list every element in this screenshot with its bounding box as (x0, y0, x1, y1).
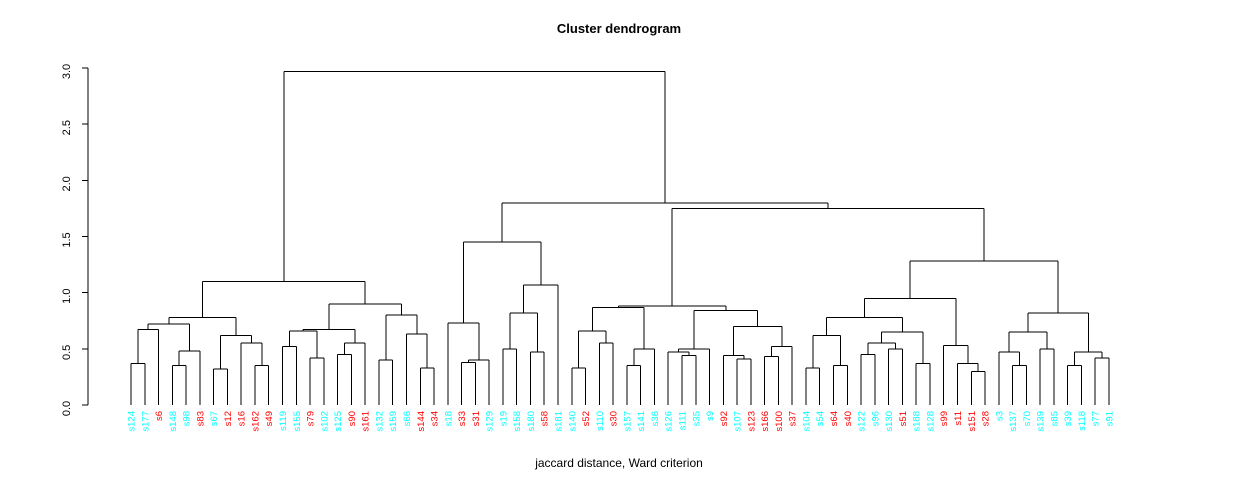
leaf-label: s64 (829, 411, 840, 426)
leaf-label: s54 (815, 411, 826, 426)
leaf-label: s148 (168, 411, 179, 432)
leaf-label: s157 (622, 411, 633, 432)
leaf-label: s18 (443, 411, 454, 426)
leaf-label: s6 (154, 411, 165, 421)
leaf-label: s92 (719, 411, 730, 426)
leaf-label: s33 (457, 411, 468, 426)
leaf-label: s128 (925, 411, 936, 432)
leaf-label: s35 (691, 411, 702, 426)
leaf-label: s144 (416, 411, 427, 432)
leaf-label: s66 (402, 411, 413, 426)
leaf-label: s96 (870, 411, 881, 426)
leaf-label: s151 (967, 411, 978, 432)
leaf-label: s85 (1049, 411, 1060, 426)
leaf-label: s137 (1008, 411, 1019, 432)
y-tick-label: 2.5 (61, 120, 73, 135)
leaf-label: s123 (746, 411, 757, 432)
leaf-label: s11 (953, 411, 964, 426)
leaf-label: s28 (981, 411, 992, 426)
leaf-label: s122 (857, 411, 868, 432)
leaf-label: s30 (609, 411, 620, 426)
leaf-label: s140 (567, 411, 578, 432)
y-tick-label: 1.5 (61, 232, 73, 247)
leaf-label: s90 (347, 411, 358, 426)
leaf-label: s31 (471, 411, 482, 426)
leaf-label: s162 (250, 411, 261, 432)
leaf-label: s126 (664, 411, 675, 432)
leaf-label: s39 (1063, 411, 1074, 426)
leaf-label: s118 (1077, 411, 1088, 431)
leaf-label: s100 (774, 411, 785, 432)
y-tick-label: 3.0 (61, 64, 73, 79)
leaf-label: s49 (264, 411, 275, 426)
leaf-label: s16 (237, 411, 248, 426)
y-tick-label: 2.0 (61, 176, 73, 191)
leaf-label: s141 (636, 411, 647, 432)
leaf-label: s70 (1022, 411, 1033, 426)
leaf-label: s40 (843, 411, 854, 426)
leaf-label: s124 (127, 411, 138, 432)
leaf-label: s83 (195, 411, 206, 426)
leaf-label: s139 (1036, 411, 1047, 432)
leaf-label: s155 (292, 411, 303, 432)
leaf-label: s9 (705, 411, 716, 421)
leaf-label: s36 (650, 411, 661, 426)
leaf-label: s132 (374, 411, 385, 432)
leaf-label: s158 (512, 411, 523, 432)
y-tick-label: 0.5 (61, 345, 73, 360)
leaf-label: s159 (388, 411, 399, 432)
leaf-label: s58 (540, 411, 551, 426)
leaf-label: s188 (912, 411, 923, 432)
leaf-label: s119 (278, 411, 289, 431)
leaf-label: s166 (760, 411, 771, 432)
leaf-label: s110 (595, 411, 606, 431)
leaf-label: s102 (319, 411, 330, 432)
chart-title: Cluster dendrogram (556, 21, 682, 36)
y-tick-label: 0.0 (61, 401, 73, 416)
y-tick-label: 1.0 (61, 289, 73, 304)
leaf-label: s130 (884, 411, 895, 432)
leaf-label: s79 (306, 411, 317, 426)
leaf-label: s181 (554, 411, 565, 432)
x-axis-label: jaccard distance, Ward criterion (535, 456, 703, 470)
leaf-label: s52 (581, 411, 592, 426)
leaf-label: s91 (1105, 411, 1116, 426)
leaf-label: s177 (140, 411, 151, 432)
leaf-label: s111 (677, 411, 688, 430)
leaf-label: s104 (801, 411, 812, 432)
leaf-label: s180 (526, 411, 537, 432)
leaf-label: s3 (994, 411, 1005, 421)
leaf-label: s12 (223, 411, 234, 426)
leaf-label: s161 (361, 411, 372, 432)
leaf-label: s107 (733, 411, 744, 432)
leaf-label: s34 (430, 411, 441, 426)
leaf-label: s98 (182, 411, 193, 426)
leaf-label: s99 (939, 411, 950, 426)
leaf-label: s51 (898, 411, 909, 426)
leaf-label: s77 (1091, 411, 1102, 426)
leaf-label: s125 (333, 411, 344, 432)
leaf-label: s19 (498, 411, 509, 426)
leaf-label: s67 (209, 411, 220, 426)
leaf-label: s37 (788, 411, 799, 426)
leaf-label: s129 (485, 411, 496, 432)
